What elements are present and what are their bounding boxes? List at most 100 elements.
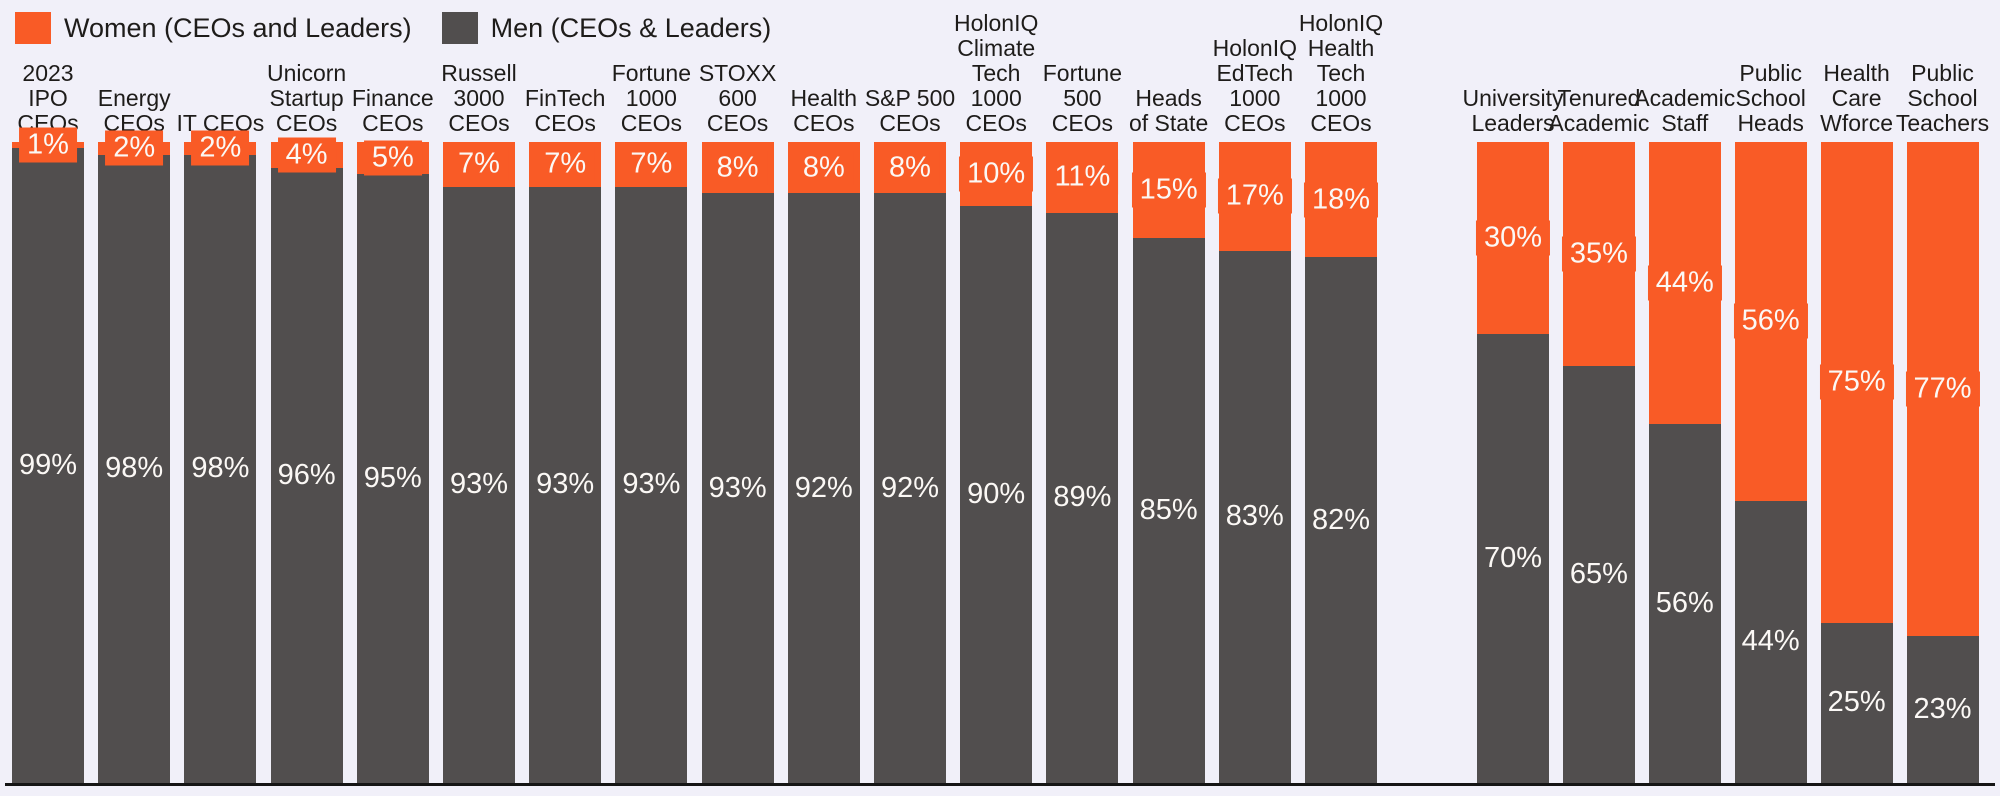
bar-column-s-p-500-ceos: S&P 500 CEOs 8% 92%: [865, 0, 955, 796]
category-label: Academic Staff: [1634, 85, 1736, 136]
women-percent-label: 30%: [1475, 220, 1551, 256]
women-percent-label: 1%: [19, 127, 77, 163]
category-label: Finance CEOs: [351, 85, 434, 136]
stacked-bar: 18% 82%: [1303, 142, 1379, 783]
bar-column-finance-ceos: Finance CEOs 5% 95%: [352, 0, 434, 796]
bar-column-energy-ceos: Energy CEOs 2% 98%: [98, 0, 171, 796]
men-percent-label: 56%: [1655, 587, 1714, 620]
bar-column-holoniq-climate-tech-1000-ceos: HolonIQ Climate Tech 1000 CEOs 10% 90%: [954, 0, 1038, 796]
women-percent-label: 2%: [191, 130, 250, 166]
bar-column-fintech-ceos: FinTech CEOs 7% 93%: [525, 0, 605, 796]
bar-column-university-leaders: University Leaders 30% 70%: [1463, 0, 1563, 796]
women-segment: 30%: [1475, 142, 1551, 335]
bar-column-2023-ipo-ceos: 2023 IPO CEOs 1% 99%: [12, 0, 84, 796]
men-segment: 93%: [701, 193, 774, 783]
category-label: Unicorn Startup CEOs: [266, 60, 347, 136]
men-percent-label: 23%: [1913, 692, 1972, 725]
women-percent-label: 56%: [1733, 303, 1808, 339]
legend: Women (CEOs and Leaders) Men (CEOs & Lea…: [15, 12, 771, 44]
category-label: HolonIQ EdTech 1000 CEOs: [1212, 35, 1297, 136]
bar-column-holoniq-edtech-1000-ceos: HolonIQ EdTech 1000 CEOs 17% 83%: [1213, 0, 1297, 796]
men-segment: 70%: [1477, 334, 1549, 783]
women-segment: 8%: [787, 142, 860, 194]
legend-label-men: Men (CEOs & Leaders): [490, 12, 772, 43]
women-segment: 8%: [874, 142, 946, 194]
stacked-bar: 2% 98%: [98, 130, 171, 783]
women-segment: 7%: [443, 142, 515, 187]
stacked-bar: 7% 93%: [615, 142, 688, 783]
stacked-bar: 11% 89%: [1046, 142, 1119, 783]
stacked-bar: 44% 56%: [1647, 142, 1722, 783]
women-percent-label: 15%: [1131, 172, 1206, 208]
stacked-bar: 10% 90%: [959, 142, 1034, 783]
men-segment: 96%: [270, 167, 343, 783]
men-percent-label: 98%: [191, 452, 250, 485]
category-label: S&P 500 CEOs: [864, 85, 956, 136]
category-label: Health Care Wforce: [1820, 60, 1894, 136]
men-segment: 82%: [1305, 257, 1377, 783]
bar-column-it-ceos: IT CEOs 2% 98%: [177, 0, 264, 796]
men-percent-label: 25%: [1827, 686, 1886, 719]
category-label: Heads of State: [1128, 85, 1209, 136]
men-segment: 25%: [1820, 622, 1893, 783]
bar-column-unicorn-startup-ceos: Unicorn Startup CEOs 4% 96%: [267, 0, 346, 796]
men-segment: 99%: [12, 148, 84, 783]
women-percent-label: 17%: [1217, 178, 1292, 214]
stacked-bar: 56% 44%: [1733, 142, 1808, 783]
men-segment: 98%: [98, 154, 171, 783]
bar-column-russell-3000-ceos: Russell 3000 CEOs 7% 93%: [441, 0, 517, 796]
men-segment: 89%: [1046, 212, 1119, 783]
women-percent-label: 7%: [622, 146, 681, 182]
women-percent-label: 4%: [277, 137, 336, 173]
men-segment: 93%: [529, 186, 602, 783]
men-segment: 83%: [1218, 250, 1291, 783]
men-percent-label: 93%: [449, 468, 509, 501]
women-percent-label: 8%: [881, 150, 939, 186]
men-percent-label: 93%: [622, 468, 681, 501]
men-percent-label: 82%: [1311, 503, 1371, 536]
women-segment: 44%: [1647, 142, 1722, 425]
men-percent-label: 85%: [1139, 494, 1198, 527]
stacked-bar: 8% 93%: [701, 142, 774, 783]
stacked-bar: 7% 93%: [529, 142, 602, 783]
category-label: STOXX 600 CEOs: [698, 60, 777, 136]
stacked-bar: 5% 95%: [356, 140, 429, 783]
stacked-bar: 15% 85%: [1131, 142, 1206, 783]
men-segment: 44%: [1734, 500, 1807, 783]
bar-column-tenured-academic: Tenured Academic 35% 65%: [1548, 0, 1649, 796]
men-percent-label: 99%: [18, 449, 78, 482]
bar-column-academic-staff: Academic Staff 44% 56%: [1634, 0, 1735, 796]
women-percent-label: 11%: [1046, 159, 1119, 195]
women-segment: 8%: [701, 142, 774, 194]
women-segment: 7%: [529, 142, 602, 187]
men-segment: 56%: [1648, 424, 1721, 783]
stacked-bar: 30% 70%: [1475, 142, 1551, 783]
women-percent-label: 2%: [105, 130, 164, 166]
bar-column-health-care-wforce: Health Care Wforce 75% 25%: [1819, 0, 1894, 796]
category-label: Tenured Academic: [1548, 85, 1650, 136]
men-percent-label: 70%: [1483, 542, 1543, 575]
bar-column-public-school-heads: Public School Heads 56% 44%: [1733, 0, 1808, 796]
category-label: FinTech CEOs: [524, 85, 606, 136]
women-segment: 75%: [1819, 142, 1894, 623]
men-percent-label: 92%: [880, 471, 940, 504]
bar-column-public-school-teachers: Public School Teachers 77% 23%: [1896, 0, 1989, 796]
category-label: 2023 IPO CEOs: [17, 60, 79, 136]
women-segment: 15%: [1131, 142, 1206, 239]
men-percent-label: 90%: [967, 478, 1026, 511]
men-percent-label: 89%: [1053, 481, 1112, 514]
category-label: Fortune 1000 CEOs: [611, 60, 692, 136]
men-segment: 98%: [184, 154, 257, 783]
women-percent-label: 8%: [794, 150, 853, 186]
x-axis-baseline: [5, 783, 1995, 786]
stacked-bar: 77% 23%: [1905, 142, 1980, 783]
women-percent-label: 7%: [536, 146, 595, 182]
men-segment: 90%: [960, 206, 1033, 783]
women-segment: 10%: [959, 142, 1034, 207]
men-segment: 65%: [1562, 366, 1635, 783]
women-percent-label: 8%: [708, 150, 767, 186]
women-segment: 7%: [615, 142, 688, 187]
women-percent-label: 7%: [450, 146, 508, 182]
legend-label-women: Women (CEOs and Leaders): [64, 12, 412, 43]
men-percent-label: 83%: [1225, 500, 1284, 533]
